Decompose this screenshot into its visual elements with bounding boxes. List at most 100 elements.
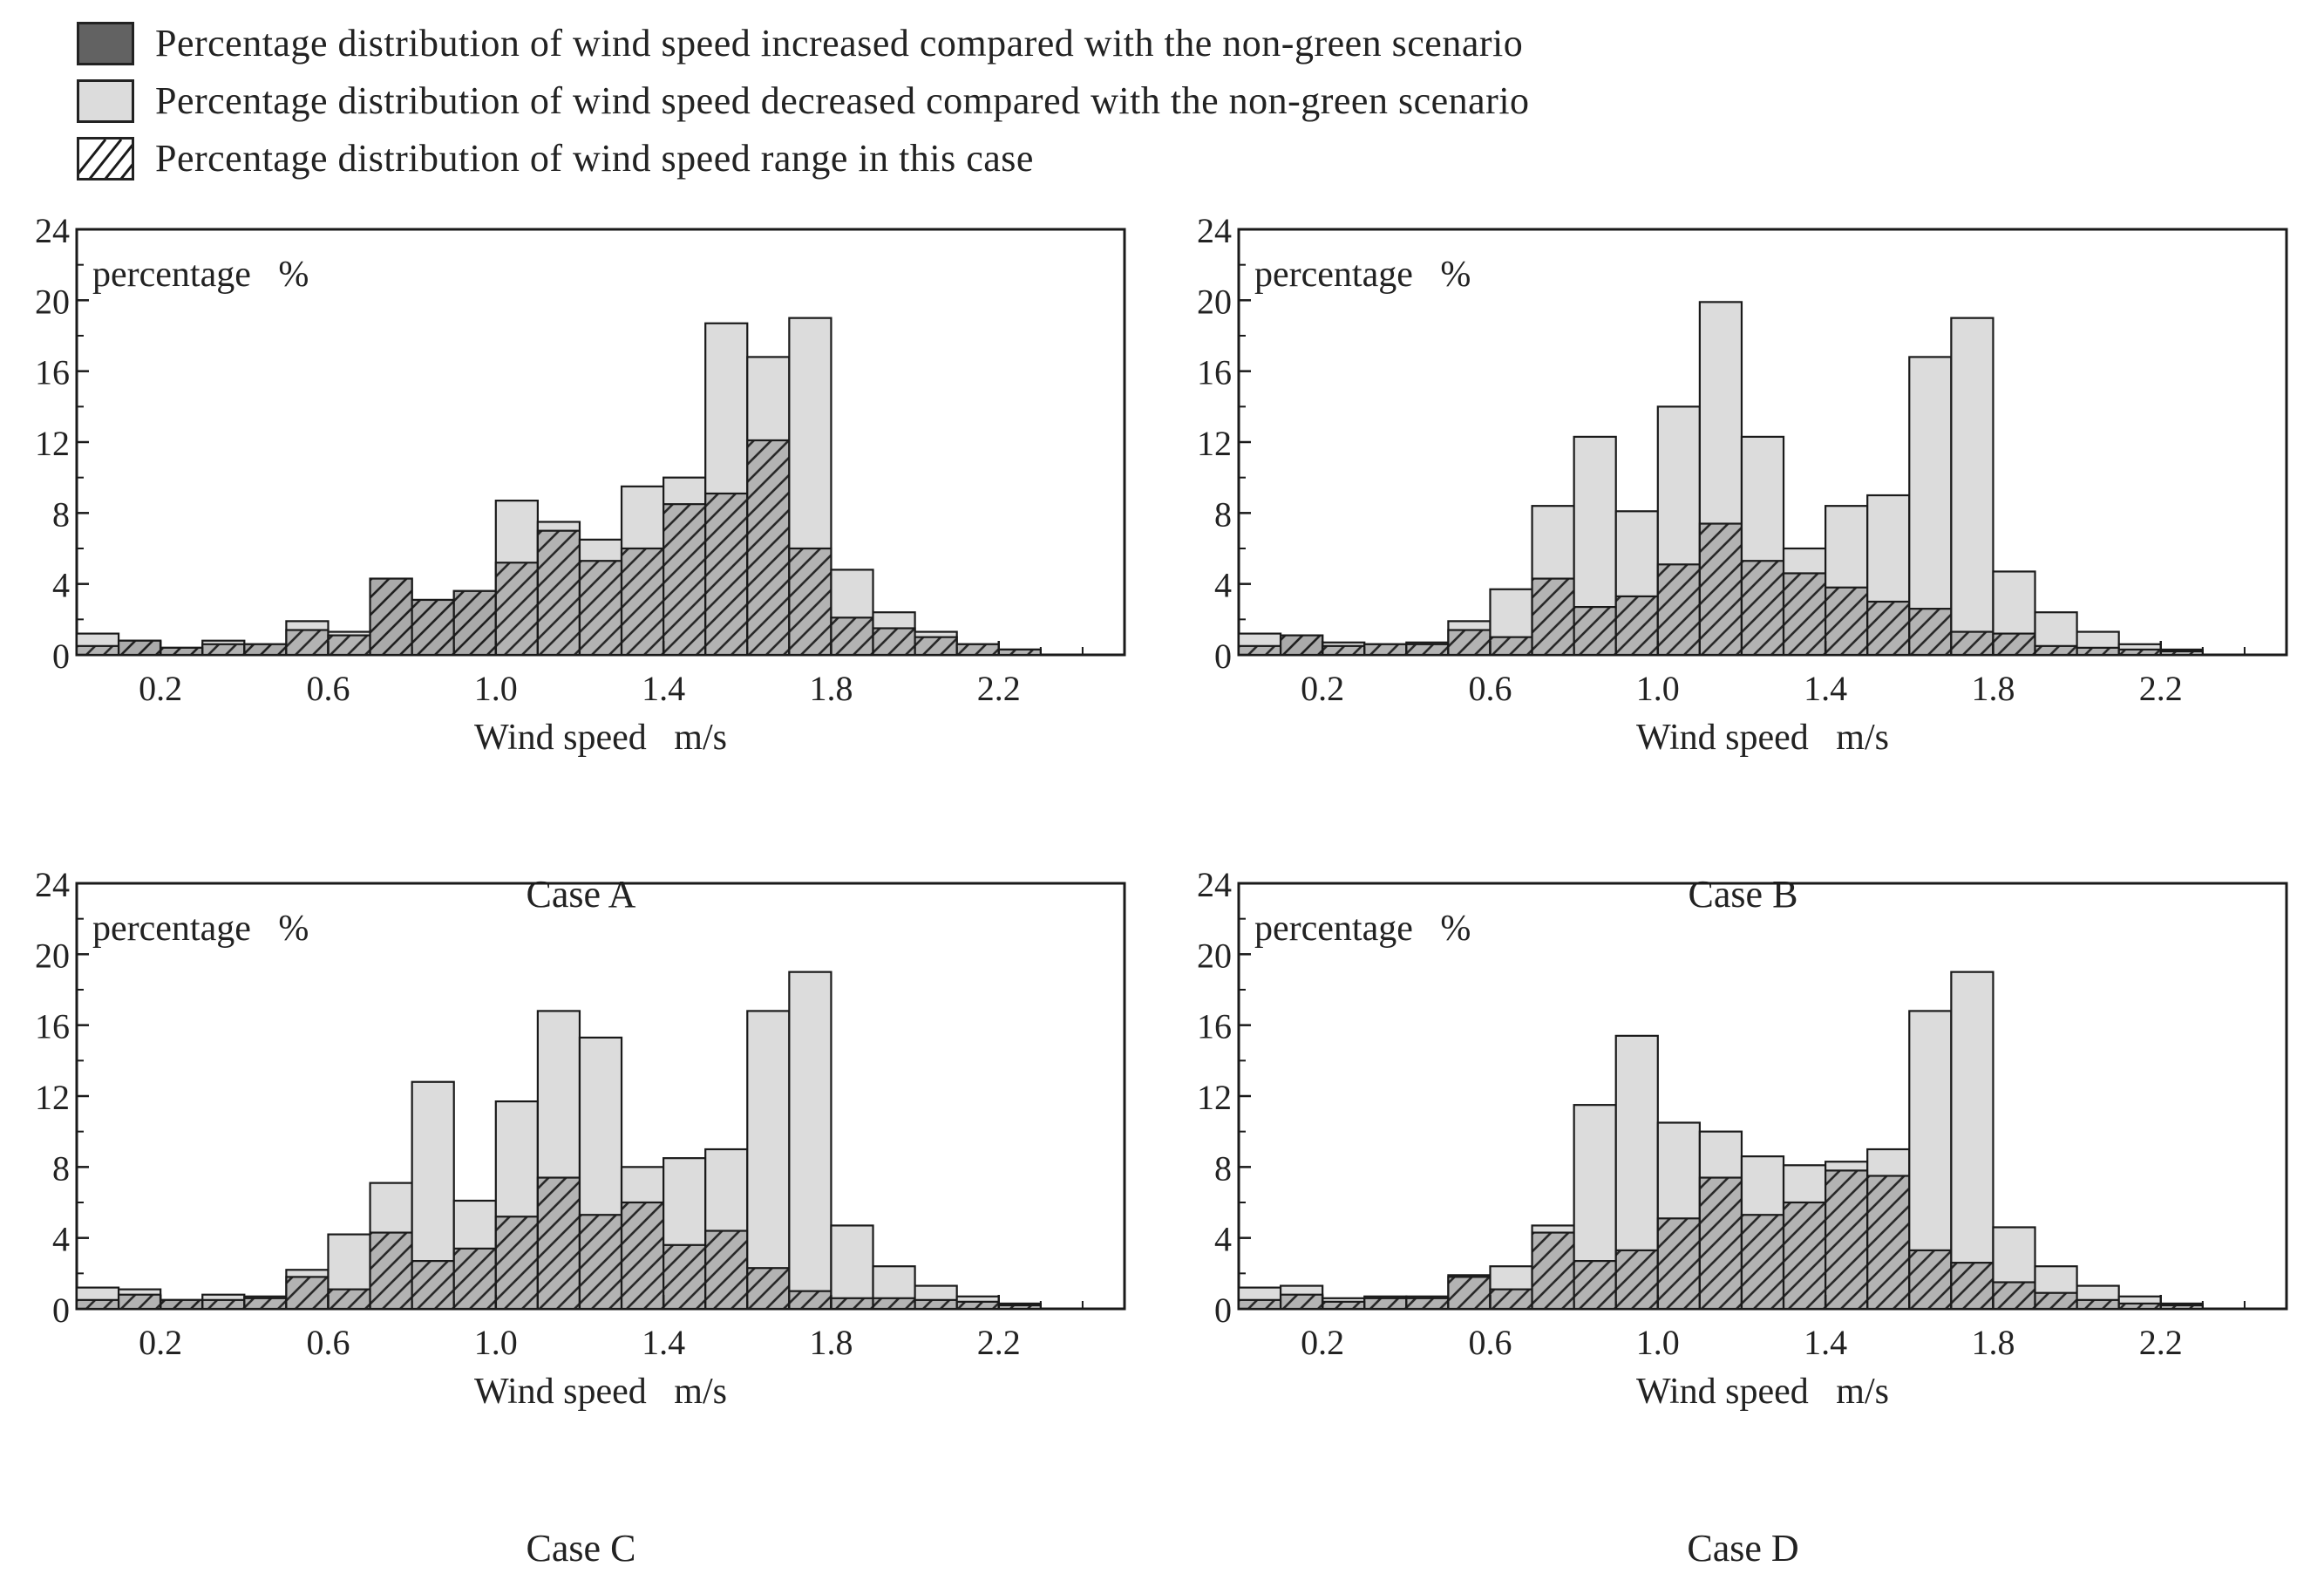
bar-bin [1950,971,1994,1311]
legend-swatch-decrease-fill [79,82,132,120]
bar-bin [536,521,581,657]
bar-range [830,616,874,657]
bar-bin [1279,1284,1324,1311]
bar-bin [955,1295,1000,1311]
x-tick-label: 1.4 [642,1323,685,1362]
legend-label-decrease: Percentage distribution of wind speed de… [155,79,1530,122]
bar-bin [1447,1274,1492,1311]
bar-range [704,492,749,657]
bar-range [327,1288,371,1311]
bar-bin [955,643,1000,657]
bar-range [452,589,497,657]
legend-swatch-increase [77,22,134,65]
x-tick-label: 0.6 [1468,1323,1512,1362]
bar-range [1447,629,1492,657]
bar-range [1531,577,1575,657]
y-tick-label: 8 [1214,494,1232,534]
bar-bin [1950,317,1994,657]
bar-bin [620,485,665,657]
bar-range [914,1298,958,1311]
bar-bin [1531,505,1575,657]
bar-bin [285,1269,330,1311]
bar-bin [452,1199,497,1311]
y-tick-label: 12 [1197,1078,1232,1117]
bar-bin [1740,1155,1785,1311]
bar-bin [704,1148,749,1311]
bar-bin [327,1233,371,1311]
bar-range [1866,600,1911,657]
bar-range [2034,644,2078,657]
legend-swatch-range [77,137,134,180]
chart-case-b-plot: 0 4 8 12 16 20 24 0.2 0.6 1.0 1.4 1.8 2.2 percentage … [1197,211,2288,758]
y-axis-label: percentage % [92,909,309,949]
bar-bin [914,1284,958,1311]
bar-range [788,547,832,657]
bar-bin [1405,641,1450,657]
bar-bin [1782,547,1827,657]
bar-bin [536,1010,581,1311]
bar-bin [1825,1161,1869,1311]
bar-bin [243,1295,288,1311]
bar-range [411,598,455,657]
bar-bin [2117,643,2162,657]
bar-range [117,1293,162,1311]
bar-bin [1782,1164,1827,1311]
bar-bin [1698,301,1743,657]
y-tick-label: 12 [35,1078,70,1117]
case-a-title: Case A [526,873,636,916]
y-axis-label: percentage % [1254,255,1471,295]
chart-case-a-plot: 0 4 8 12 16 20 24 0.2 0.6 1.0 1.4 1.8 2.2 percentage … [35,211,1126,758]
bar-bin [1825,505,1869,657]
bar-range [1825,586,1869,657]
y-tick-label: 4 [52,566,70,605]
case-c-title: Case C [526,1527,636,1570]
bar-range [411,1260,455,1311]
y-tick-label: 4 [1214,566,1232,605]
bar-bin [75,632,120,657]
x-tick-label: 2.2 [977,1323,1021,1362]
bar-range [1322,644,1366,657]
x-axis-label: Wind speed m/s [474,718,727,758]
bar-bin [1237,1286,1282,1311]
legend-hatch-lines [79,140,132,178]
x-tick-label: 1.0 [474,669,518,708]
bar-bin [1866,1148,1911,1311]
bar-range [955,1300,1000,1311]
bar-range [746,439,791,657]
bar-bin [620,1166,665,1311]
bar-range [788,1290,832,1311]
y-tick-label: 16 [1197,1007,1232,1046]
bar-range [663,1243,707,1311]
bar-range [914,636,958,657]
bar-range [2117,648,2162,657]
bar-bin [1656,405,1701,657]
bar-range [1237,644,1282,657]
bar-range [578,560,623,657]
bar-range [2117,1302,2162,1311]
bar-bin [704,322,749,657]
bar-bin [1573,1104,1617,1311]
x-tick-label: 0.2 [1301,1323,1344,1362]
bar-range [955,643,1000,657]
bar-range [1908,608,1953,657]
x-tick-label: 1.0 [474,1323,518,1362]
bar-range [704,1229,749,1311]
chart-panel-case-a: 0 4 8 12 16 20 24 0.2 0.6 1.0 1.4 1.8 2.2 percentage … [0,201,1162,933]
bar-bin [1279,634,1324,657]
bar-range [1782,1201,1827,1311]
bar-bin [1322,641,1366,657]
y-tick-label: 0 [1214,1291,1232,1330]
bar-bin [285,620,330,657]
x-tick-label: 2.2 [2139,669,2183,708]
y-tick-label: 8 [1214,1148,1232,1188]
legend-swatch-increase-fill [79,24,132,63]
bar-range [494,1216,539,1311]
bar-range [1489,636,1533,657]
y-tick-label: 20 [1197,282,1232,321]
case-d-title: Case D [1687,1527,1799,1570]
x-tick-label: 0.2 [1301,669,1344,708]
x-axis-label: Wind speed m/s [1636,1372,1889,1412]
y-tick-label: 16 [1197,353,1232,392]
x-axis-label: Wind speed m/s [474,1372,727,1412]
bar-decrease [788,971,832,1311]
